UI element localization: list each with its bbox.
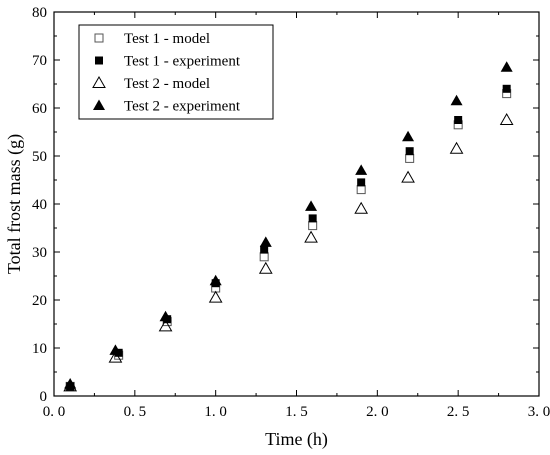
data-point-test-1-experiment — [260, 245, 269, 254]
legend-marker-test-2-experiment — [93, 99, 105, 110]
plot-frame — [53, 11, 540, 397]
data-point-test-2-model — [258, 261, 273, 274]
data-point-test-2-model — [499, 112, 514, 125]
data-point-test-1-model — [259, 252, 269, 262]
y-tick-label: 50 — [32, 149, 47, 165]
legend-label: Test 2 - experiment — [124, 99, 241, 115]
x-tick-label: 2. 5 — [447, 404, 470, 420]
y-tick-label: 80 — [32, 5, 47, 21]
data-point-test-2-experiment — [64, 378, 77, 389]
x-axis-title: Time (h) — [265, 429, 328, 450]
data-point-test-2-experiment — [500, 61, 513, 72]
data-point-test-2-experiment — [450, 94, 463, 106]
data-point-test-2-experiment — [109, 344, 122, 355]
y-tick-label: 70 — [32, 53, 47, 69]
y-tick-label: 10 — [32, 341, 47, 357]
x-tick-label: 1. 5 — [285, 404, 308, 420]
data-point-test-1-model — [308, 221, 318, 231]
data-point-test-1-model — [356, 185, 366, 195]
legend-marker-test-1-experiment — [95, 56, 103, 65]
data-point-test-2-experiment — [355, 164, 368, 175]
data-point-test-2-model — [354, 201, 369, 214]
x-tick-label: 1. 0 — [204, 404, 227, 420]
data-point-test-2-experiment — [402, 130, 415, 142]
x-tick-label: 2. 0 — [366, 404, 389, 420]
y-tick-label: 40 — [32, 197, 47, 213]
data-point-test-2-model — [208, 290, 223, 303]
data-point-test-2-model — [304, 230, 318, 243]
axis-tick-labels: 0. 0 0. 5 1. 0 1. 5 2. 0 2. 5 3. 0 0 10 20 30 40 50 6… — [32, 5, 550, 420]
data-point-test-2-model — [449, 141, 464, 154]
data-point-test-2-experiment — [159, 310, 172, 322]
data-point-test-1-model — [405, 153, 415, 163]
x-tick-label: 0. 0 — [43, 404, 66, 420]
legend-box — [78, 24, 274, 120]
data-points — [63, 61, 514, 392]
x-tick-label: 0. 5 — [124, 404, 147, 420]
data-point-test-2-model — [401, 170, 415, 183]
y-axis-title: Total frost mass (g) — [4, 134, 25, 274]
y-tick-label: 60 — [32, 101, 47, 117]
y-tick-label: 20 — [32, 293, 47, 309]
data-point-test-2-experiment — [259, 236, 272, 247]
data-point-test-2-experiment — [305, 200, 318, 211]
data-point-test-1-experiment — [405, 147, 414, 156]
data-point-test-2-experiment — [209, 274, 222, 286]
data-point-test-2-model — [108, 350, 123, 363]
data-point-test-1-experiment — [454, 116, 463, 124]
legend-marker-test-2-model — [92, 75, 106, 88]
y-tick-label: 0 — [40, 389, 48, 405]
legend-label: Test 1 - model — [124, 31, 210, 47]
data-point-test-1-experiment — [357, 178, 366, 187]
data-point-test-2-model — [158, 319, 173, 332]
legend: Test 1 - model Test 1 - experiment Test 2 … — [78, 24, 274, 120]
legend-label: Test 1 - experiment — [124, 54, 241, 70]
data-point-test-1-experiment — [502, 84, 511, 93]
legend-marker-test-1-model — [94, 33, 104, 43]
y-tick-label: 30 — [32, 245, 47, 261]
data-point-test-1-experiment — [308, 214, 317, 223]
series-test-2-experiment — [64, 61, 513, 389]
x-tick-label: 3. 0 — [528, 404, 550, 420]
legend-label: Test 2 - model — [124, 76, 210, 92]
